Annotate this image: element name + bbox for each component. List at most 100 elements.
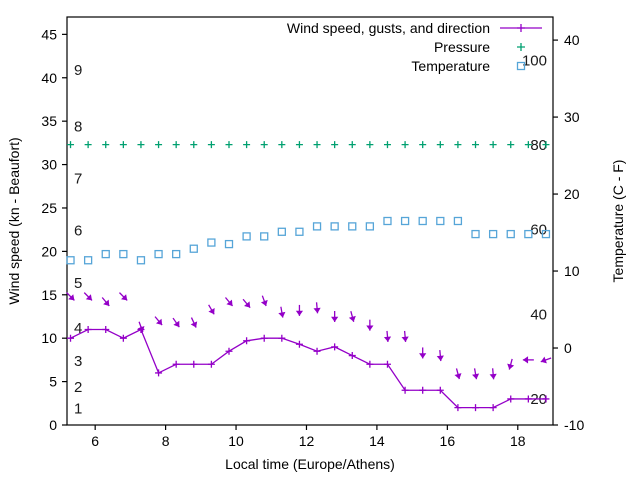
temperature-marker (488, 229, 498, 239)
arrow-head (436, 355, 444, 362)
wind-speed-marker (67, 334, 75, 342)
pressure-marker (172, 141, 180, 149)
y2-tick-label: -10 (564, 417, 584, 433)
beaufort-label: 2 (74, 379, 82, 396)
arrow-head (121, 294, 128, 301)
arrow-head (419, 353, 427, 359)
wind-direction-arrow (172, 317, 180, 328)
y-tick-label: 35 (41, 113, 57, 129)
pressure-marker (313, 141, 321, 149)
legend-marker (517, 43, 525, 51)
pressure-marker (524, 141, 532, 149)
y2-tick-label: 40 (564, 32, 580, 48)
y-tick-label: 30 (41, 157, 57, 173)
pressure-marker (225, 141, 233, 149)
wind-direction-arrow (66, 292, 75, 301)
temperature-marker (154, 249, 163, 259)
arrow-head (366, 325, 374, 331)
wind-direction-arrow (540, 356, 552, 364)
temperature-marker (83, 256, 93, 265)
y-tick-label: 40 (41, 70, 57, 86)
temperature-marker (224, 239, 234, 249)
wind-speed-marker (84, 326, 92, 334)
y-tick-label: 20 (41, 243, 57, 259)
pressure-marker (155, 141, 163, 149)
y-axis-ticks: 0 5 10 15 20 25 30 35 40 45 (41, 26, 67, 433)
pressure-marker (401, 141, 409, 149)
pressure-marker (331, 141, 339, 149)
legend-marker (517, 24, 525, 32)
wind-direction-arrow (348, 311, 356, 322)
wind-direction-arrows (66, 292, 552, 380)
arrow-head (226, 299, 233, 306)
wind-speed-line (70, 328, 546, 409)
wind-speed-marker (489, 404, 497, 412)
wind-direction-arrow (489, 368, 497, 380)
y2-tick-label: 20 (564, 186, 580, 202)
wind-speed-marker (207, 360, 215, 368)
wind-speed-marker (243, 337, 251, 345)
wind-direction-arrow (419, 347, 427, 359)
arrow-head (401, 336, 409, 342)
beaufort-label: 5 (74, 275, 82, 292)
wind-direction-arrow (137, 321, 145, 333)
temperature-marker (348, 222, 357, 231)
arrow-head (540, 356, 547, 364)
pressure-marker (137, 141, 145, 149)
pressure-marker (243, 141, 251, 149)
pressure-marker (383, 141, 391, 149)
x-tick-label: 14 (369, 433, 385, 449)
temperature-marker (383, 216, 392, 226)
wind-direction-arrow (472, 368, 480, 380)
arrow-head (472, 373, 480, 380)
pressure-marker (348, 141, 356, 149)
wind-speed-marker (278, 334, 286, 342)
temperature-marker (453, 216, 463, 226)
wind-direction-arrow (118, 292, 128, 301)
wind-speed-marker (119, 334, 127, 342)
wind-direction-arrow (331, 310, 339, 322)
temperature-marker (295, 227, 304, 236)
arrow-head (522, 356, 529, 364)
plot-frame (66, 16, 554, 426)
wind-speed-marker (383, 360, 391, 368)
beaufort-label: 8 (74, 119, 82, 136)
wind-direction-arrow (278, 306, 286, 318)
arrow-head (295, 310, 304, 316)
y-tick-label: 25 (41, 200, 57, 216)
wind-direction-arrow (313, 302, 321, 314)
temperature-marker (136, 256, 146, 265)
arrow-head (156, 318, 163, 326)
arrow-head (85, 294, 93, 301)
temperature-marker (207, 238, 216, 247)
y2-tick-label: 30 (564, 109, 580, 125)
pressure-marker (542, 141, 550, 149)
wind-direction-arrow (154, 316, 163, 326)
wind-speed-marker (102, 326, 110, 334)
x-axis-title: Local time (Europe/Athens) (225, 456, 395, 472)
arrow-head (173, 320, 180, 328)
fahrenheit-label: 100 (522, 52, 547, 69)
temperature-marker (418, 216, 427, 226)
y-axis-title: Wind speed (kn - Beaufort) (6, 137, 22, 304)
beaufort-label: 3 (74, 353, 82, 370)
pressure-marker (84, 141, 92, 149)
pressure-marker (436, 141, 444, 149)
arrow-head (348, 315, 356, 322)
temperature-marker (242, 232, 251, 241)
wind-direction-arrow (454, 368, 462, 380)
wind-speed-marker (401, 386, 409, 394)
wind-speed-marker (419, 386, 427, 394)
wind-speed-marker (313, 347, 321, 355)
wind-direction-arrow (101, 297, 110, 307)
pressure-marker (489, 141, 497, 149)
pressure-marker (260, 141, 268, 149)
pressure-series (67, 141, 550, 149)
pressure-marker (366, 141, 374, 149)
temperature-marker (436, 216, 445, 226)
arrow-head (507, 363, 515, 370)
arrow-head (190, 321, 198, 328)
wind-direction-arrow (190, 317, 198, 328)
